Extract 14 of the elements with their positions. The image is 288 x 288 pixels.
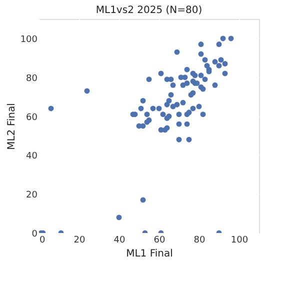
- x-tick-label: 80: [194, 236, 206, 246]
- x-tick-label: 100: [230, 236, 248, 246]
- x-tick-label: 0: [40, 236, 46, 246]
- y-tick-label: 20: [26, 190, 38, 201]
- y-tick-label: 100: [20, 34, 38, 45]
- y-tick-label: 80: [26, 74, 38, 84]
- y-axis-title: ML2 Final: [6, 103, 18, 150]
- x-tick-label: 60: [154, 236, 166, 246]
- x-tick-label: 20: [74, 236, 86, 246]
- x-tick-label: 40: [114, 236, 126, 246]
- x-axis-title: ML1 Final: [126, 248, 173, 260]
- y-tick-label: 60: [26, 112, 38, 123]
- y-tick-label: 40: [26, 152, 38, 162]
- chart-title: ML1vs2 2025 (N=80): [96, 5, 202, 16]
